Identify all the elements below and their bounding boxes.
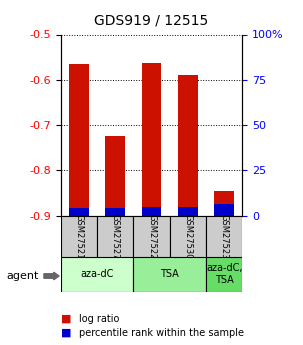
Text: GSM27527: GSM27527 [111,214,120,259]
Bar [142,207,161,216]
Text: agent: agent [6,271,38,281]
Bar [133,257,206,292]
Bar [61,216,97,257]
Bar [206,257,242,292]
Bar [214,191,234,216]
Bar [133,216,170,257]
Bar [178,207,198,216]
Text: GDS919 / 12515: GDS919 / 12515 [94,14,209,28]
Text: GSM27521: GSM27521 [74,214,83,259]
Text: ■: ■ [61,328,71,338]
Text: aza-dC: aza-dC [80,269,114,279]
Text: percentile rank within the sample: percentile rank within the sample [79,328,244,338]
Bar [105,136,125,216]
Text: GSM27530: GSM27530 [183,214,192,259]
Text: GSM27522: GSM27522 [147,214,156,259]
Bar [105,208,125,216]
Bar [214,204,234,216]
Bar [206,216,242,257]
Bar [61,257,133,292]
Text: TSA: TSA [160,269,179,279]
Bar [69,208,89,216]
Text: ■: ■ [61,314,71,324]
Bar [170,216,206,257]
Bar [142,62,161,216]
Text: GSM27523: GSM27523 [220,214,229,259]
Bar [69,64,89,216]
Text: log ratio: log ratio [79,314,119,324]
Bar [97,216,133,257]
Bar [178,75,198,216]
Text: aza-dC,
TSA: aza-dC, TSA [206,264,242,285]
